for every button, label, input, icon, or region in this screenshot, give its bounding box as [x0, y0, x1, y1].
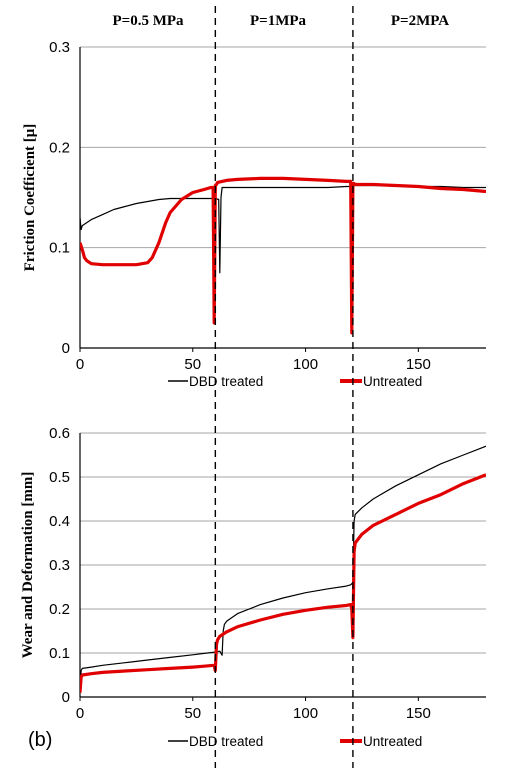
- wear-ytick-label: 0.4: [49, 513, 70, 530]
- pressure-label-2: P=2MPA: [391, 13, 449, 29]
- friction-ytick-label: 0.2: [49, 139, 70, 156]
- panel-label: (b): [28, 729, 52, 751]
- wear-xtick-label: 50: [184, 705, 201, 722]
- wear-ytick-label: 0.1: [49, 645, 70, 662]
- wear-legend-label-1: Untreated: [363, 734, 422, 749]
- wear-ytick-label: 0.2: [49, 601, 70, 618]
- friction-ytick-label: 0.1: [49, 240, 70, 257]
- pressure-label-1: P=1MPa: [250, 13, 307, 29]
- wear-chart: 0 0.1 0.2 0.3 0.4 0.5 0.6 0 50 100 150 Wear and Def…: [20, 425, 486, 749]
- friction-ytick-label: 0: [62, 340, 70, 357]
- friction-chart: 0 0.1 0.2 0.3 0 50 100 150 Friction Coefficient …: [22, 39, 486, 389]
- wear-xtick-label: 150: [406, 705, 431, 722]
- friction-ytick-label: 0.3: [49, 39, 70, 56]
- friction-xtick-label: 150: [406, 356, 431, 373]
- friction-series-dbd-treated: [80, 184, 486, 289]
- wear-series-untreated: [80, 473, 486, 693]
- friction-xtick-label: 0: [76, 356, 84, 373]
- wear-ytick-label: 0.3: [49, 557, 70, 574]
- wear-ytick-label: 0.5: [49, 469, 70, 486]
- pressure-divider-lines: [214, 6, 354, 768]
- wear-ytick-label: 0: [62, 689, 70, 706]
- friction-xtick-label: 100: [293, 356, 318, 373]
- friction-xtick-label: 50: [184, 356, 201, 373]
- friction-series-untreated: [80, 176, 486, 335]
- wear-xtick-label: 0: [76, 705, 84, 722]
- friction-legend-label-0: DBD treated: [189, 374, 263, 389]
- friction-y-axis-label: Friction Coefficient [μ]: [22, 124, 38, 272]
- wear-series-dbd-treated: [80, 445, 486, 693]
- wear-ytick-label: 0.6: [49, 425, 70, 442]
- wear-y-axis-label: Wear and Deformation [mm]: [20, 472, 36, 659]
- pressure-label-0: P=0.5 MPa: [112, 13, 184, 29]
- wear-xtick-label: 100: [293, 705, 318, 722]
- wear-legend-label-0: DBD treated: [189, 734, 263, 749]
- friction-legend-label-1: Untreated: [363, 374, 422, 389]
